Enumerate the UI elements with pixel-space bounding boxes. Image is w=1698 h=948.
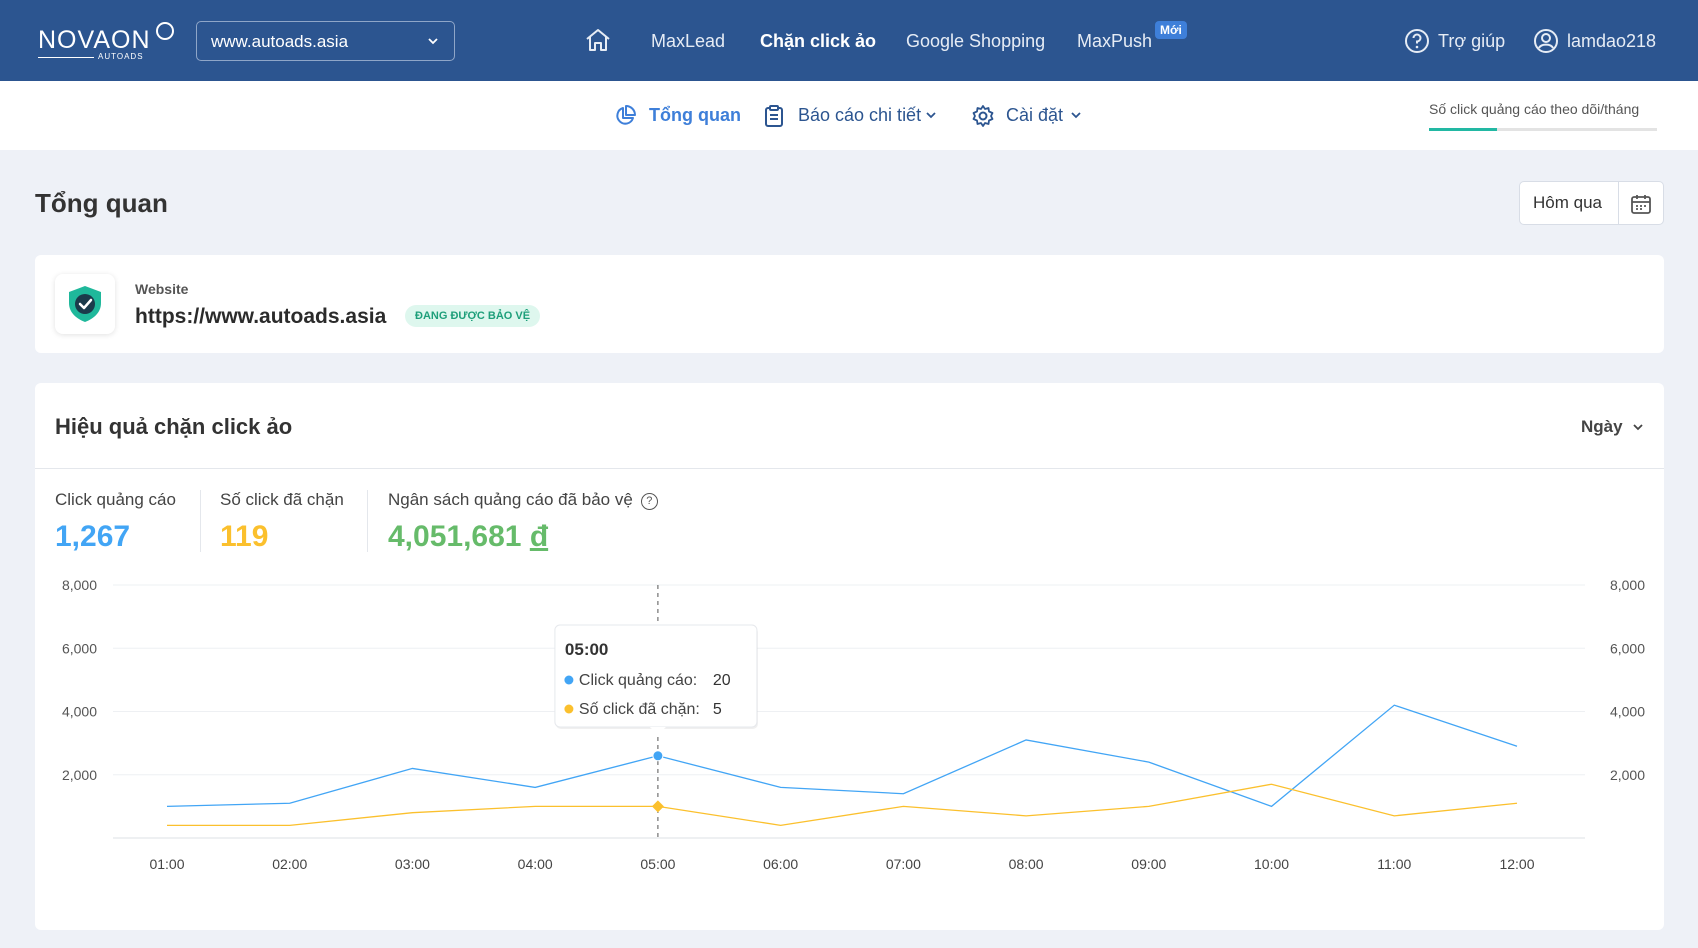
x-tick-label: 01:00 [149,856,184,872]
data-point [652,750,664,762]
x-tick-label: 07:00 [886,856,921,872]
shield-badge [55,274,115,334]
tooltip-row-value: 5 [713,701,722,718]
date-filter-divider [1618,182,1619,224]
y-tick-label-right: 6,000 [1610,640,1645,656]
series-line-1 [167,783,1518,827]
website-card: Website https://www.autoads.asia ĐANG ĐƯ… [35,255,1664,353]
y-tick-label-right: 4,000 [1610,704,1645,720]
y-tick-label-left: 4,000 [62,704,97,720]
chevron-down-icon [1071,112,1081,119]
y-tick-label-left: 6,000 [62,640,97,656]
website-select-value: www.autoads.asia [211,32,349,51]
x-tick-label: 09:00 [1131,856,1166,872]
website-url: https://www.autoads.asia [135,305,387,328]
user-avatar-icon [1534,29,1558,53]
logo-subtext: AUTOADS [98,52,144,61]
subnav-bao-cao-label: Báo cáo chi tiết [798,105,922,125]
x-tick-label: 11:00 [1377,856,1411,872]
x-tick-label: 02:00 [272,856,307,872]
tooltip-row-label: Số click đã chặn: [579,701,700,718]
nav-maxpush[interactable]: MaxPush [1077,31,1153,51]
page-title: Tổng quan [35,188,168,218]
chevron-down-icon [426,33,440,53]
website-select[interactable]: www.autoads.asia [196,21,455,61]
stat-blocked-clicks-label: Số click đã chặn [220,490,344,509]
card-divider [35,468,1664,469]
stat-ad-clicks-label: Click quảng cáo [55,490,176,509]
help-tooltip-icon[interactable]: ? [640,493,658,510]
quota-progress-bar [1429,128,1657,131]
gear-icon [972,105,994,127]
stat-ad-clicks: Click quảng cáo 1,267 [55,490,176,554]
chevron-down-icon [926,112,936,119]
stat-ad-clicks-value: 1,267 [55,520,131,553]
clipboard-icon [765,105,783,127]
help-label: Trợ giúp [1438,31,1506,51]
y-tick-label-right: 8,000 [1610,577,1645,593]
y-tick-label-left: 8,000 [62,577,97,593]
series-line-0 [166,704,1518,808]
quota-progress-fill [1429,128,1498,131]
x-tick-label: 12:00 [1499,856,1534,872]
home-icon[interactable] [584,27,612,53]
performance-card: Hiệu quả chặn click ảo Ngày Click quảng … [35,383,1664,930]
x-tick-label: 03:00 [395,856,430,872]
clicks-line-chart[interactable]: 2,000 2,000 4,000 4,000 6,000 6,000 8,000 8,000… [35,563,1664,923]
subnav-tong-quan-label: Tổng quan [649,105,741,125]
logo-mark-icon [156,22,174,40]
new-badge: Mới [1155,21,1187,39]
tooltip-legend-dot [564,704,574,714]
y-tick-label-left: 2,000 [62,767,97,783]
protection-status-badge: ĐANG ĐƯỢC BẢO VỆ [405,305,541,327]
period-select[interactable]: Ngày [1581,417,1643,437]
quota-label: Số click quảng cáo theo dõi/tháng [1429,101,1640,117]
nav-maxlead[interactable]: MaxLead [651,31,726,51]
shield-check-icon [69,286,101,322]
nav-chan-click-ao[interactable]: Chặn click ảo [760,31,877,51]
calendar-icon[interactable] [1630,193,1652,220]
sub-navbar: Tổng quan Báo cáo chi tiết Cài đặt Số cl… [0,81,1698,150]
performance-title: Hiệu quả chặn click ảo [55,414,293,439]
logo-text: NOVAON [38,26,151,54]
x-tick-label: 08:00 [1009,856,1044,872]
tooltip-row-value: 20 [713,672,731,689]
stat-budget-value: 4,051,681 [388,520,522,553]
date-filter[interactable]: Hôm qua [1519,181,1664,225]
stat-budget-protected: Ngân sách quảng cáo đã bảo vệ? 4,051,681… [388,490,658,554]
help-icon [1405,29,1429,53]
stat-budget-currency: đ [529,520,549,553]
y-tick-label-right: 2,000 [1610,767,1645,783]
brand-logo[interactable]: NOVAON AUTOADS [38,22,188,62]
nav-google-shopping[interactable]: Google Shopping [906,31,1046,51]
subnav-cai-dat-label: Cài đặt [1006,105,1064,125]
x-tick-label: 10:00 [1254,856,1289,872]
period-value: Ngày [1581,417,1623,436]
pie-chart-icon [616,105,636,125]
date-filter-value: Hôm qua [1533,193,1602,212]
x-tick-label: 05:00 [640,856,675,872]
tooltip-legend-dot [564,675,574,685]
stat-blocked-clicks: Số click đã chặn 119 [220,490,344,554]
tooltip-arrow [649,727,666,735]
stat-divider [367,490,368,552]
tooltip-title: 05:00 [565,640,608,659]
x-tick-label: 04:00 [518,856,553,872]
x-tick-label: 06:00 [763,856,798,872]
logo-underline [38,57,94,58]
user-name: lamdao218 [1567,31,1657,51]
data-point [651,800,664,813]
tooltip-row-label: Click quảng cáo: [579,672,697,689]
stat-blocked-clicks-value: 119 [220,520,269,553]
stat-divider [200,490,201,552]
top-navbar: NOVAON AUTOADS www.autoads.asia MaxLead … [0,0,1698,81]
stat-budget-label: Ngân sách quảng cáo đã bảo vệ [388,490,633,509]
website-label: Website [135,281,189,297]
chevron-down-icon [1633,424,1643,431]
